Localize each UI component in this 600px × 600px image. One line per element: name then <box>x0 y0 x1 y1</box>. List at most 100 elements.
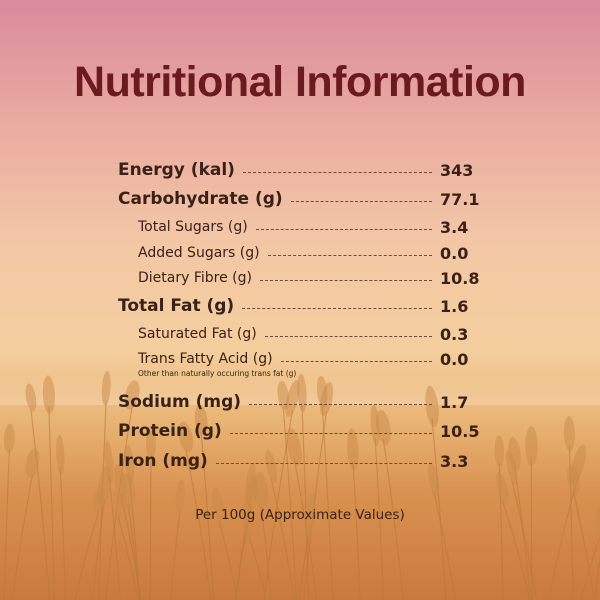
wheat-stalk <box>282 407 298 600</box>
wheat-head <box>194 405 208 436</box>
dotted-leader <box>242 307 432 309</box>
wheat-stalk <box>580 535 600 600</box>
nutrient-row: Saturated Fat (g) 0.3 <box>118 322 480 346</box>
nutrient-row: Total Sugars (g) 3.4 <box>118 215 480 239</box>
nutrient-value: 3.4 <box>440 217 469 237</box>
nutrient-row: Dietary Fibre (g) 10.8 <box>118 266 480 290</box>
nutrient-row: Energy (kal) 343 <box>118 158 480 182</box>
wheat-head <box>425 385 439 428</box>
nutrient-value: 0.3 <box>440 324 469 344</box>
wheat-stalk <box>59 466 67 600</box>
dotted-leader <box>242 171 432 173</box>
wheat-head <box>370 404 380 447</box>
dotted-leader <box>255 228 432 230</box>
nutrient-value: 3.3 <box>440 451 469 471</box>
nutrient-value: 0.0 <box>440 243 469 263</box>
nutrient-label: Dietary Fibre (g) <box>138 270 252 286</box>
wheat-stalk <box>48 406 55 600</box>
wheat-head <box>212 487 224 522</box>
wheat-stalk <box>74 510 100 600</box>
nutrient-value: 77.1 <box>440 189 480 209</box>
nutrient-row: Carbohydrate (g) 77.1 <box>118 187 480 211</box>
wheat-head <box>525 425 538 467</box>
wheat-head <box>297 373 307 413</box>
wheat-stalk <box>568 445 574 600</box>
wheat-head <box>347 428 359 471</box>
nutrient-row: Trans Fatty Acid (g) 0.0 <box>118 347 480 371</box>
wheat-head <box>121 472 135 511</box>
wheat-head <box>496 471 510 507</box>
wheat-head <box>175 479 185 516</box>
nutrient-value: 10.5 <box>440 421 480 441</box>
wheat-head <box>375 409 391 445</box>
wheat-head <box>241 503 254 540</box>
dotted-leader <box>229 432 432 434</box>
dotted-leader <box>215 462 432 464</box>
wheat-stalk <box>185 448 212 600</box>
wheat-stalk <box>572 492 595 600</box>
wheat-stalk <box>352 461 361 600</box>
wheat-stalk <box>12 475 34 600</box>
wheat-stalk <box>200 432 214 600</box>
nutrient-label: Trans Fatty Acid (g) <box>138 351 273 367</box>
nutrient-value: 1.6 <box>440 296 469 316</box>
nutrient-label: Total Fat (g) <box>118 296 235 316</box>
nutrient-label: Protein (g) <box>118 421 222 441</box>
wheat-stalk <box>3 450 10 600</box>
nutrient-label: Added Sugars (g) <box>138 245 260 261</box>
wheat-head <box>101 370 111 406</box>
nutrient-row: Total Fat (g) 1.6 <box>118 294 480 318</box>
nutrient-value: 10.8 <box>440 268 480 288</box>
dotted-leader <box>280 360 432 362</box>
wheat-head <box>563 415 575 451</box>
wheat-head <box>25 448 40 479</box>
wheat-stalk <box>511 479 538 600</box>
wheat-head <box>595 498 600 537</box>
trans-fat-note: Other than naturally occuring trans fat … <box>138 369 297 378</box>
wheat-stalk <box>260 503 272 600</box>
nutrient-label: Saturated Fat (g) <box>138 326 257 342</box>
wheat-stalk <box>170 509 181 600</box>
wheat-stalk <box>117 516 139 600</box>
wheat-head <box>178 421 194 453</box>
wheat-stalk <box>501 500 531 600</box>
wheat-stalk <box>382 439 404 600</box>
wheat-head <box>124 380 140 410</box>
nutrient-row: Iron (mg) 3.3 <box>118 449 480 473</box>
wheat-stalk <box>149 456 152 600</box>
dotted-leader <box>290 200 432 202</box>
wheat-head <box>3 423 15 454</box>
wheat-head <box>505 450 518 486</box>
wheat-stalk <box>431 418 447 600</box>
serving-basis-note: Per 100g (Approximate Values) <box>195 507 405 523</box>
wheat-stalk <box>432 491 456 600</box>
dotted-leader <box>249 403 432 405</box>
wheat-head <box>304 493 316 537</box>
wheat-stalk <box>247 533 268 600</box>
wheat-head <box>427 462 440 497</box>
wheat-stalk <box>127 503 141 600</box>
nutrient-label: Iron (mg) <box>118 451 208 471</box>
nutrient-row: Sodium (mg) 1.7 <box>118 390 480 414</box>
dotted-leader <box>267 254 432 256</box>
nutrient-label: Energy (kal) <box>118 160 235 180</box>
wheat-head <box>286 428 302 466</box>
wheat-head <box>104 440 114 484</box>
nutrient-label: Total Sugars (g) <box>138 219 248 235</box>
wheat-head <box>42 375 55 414</box>
wheat-stalk <box>593 555 600 600</box>
nutrient-value: 1.7 <box>440 392 469 412</box>
wheat-head <box>25 383 37 412</box>
nutrient-row: Protein (g) 10.5 <box>118 419 480 443</box>
wheat-head <box>285 379 300 418</box>
dotted-leader <box>264 335 432 337</box>
wheat-stalk <box>301 404 310 600</box>
nutrient-row: Added Sugars (g) 0.0 <box>118 241 480 265</box>
wheat-head <box>566 465 581 496</box>
wheat-stalk <box>321 403 334 600</box>
wheat-head <box>145 430 156 459</box>
wheat-head <box>56 434 65 475</box>
wheat-stalk <box>514 465 532 600</box>
page-title: Nutritional Information <box>74 58 526 106</box>
wheat-head <box>316 375 328 408</box>
